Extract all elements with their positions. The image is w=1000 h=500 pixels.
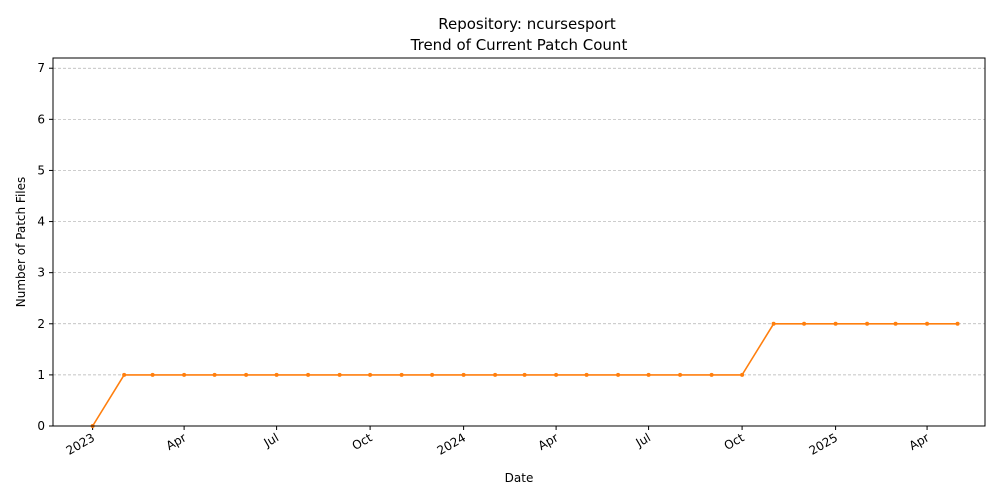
- data-point: [337, 372, 342, 377]
- data-point: [244, 372, 249, 377]
- data-point: [182, 372, 187, 377]
- data-point: [399, 372, 404, 377]
- y-tick-label: 2: [37, 317, 45, 331]
- x-tick-label: 2024: [435, 430, 468, 457]
- data-point: [274, 372, 279, 377]
- data-point: [522, 372, 527, 377]
- data-point: [709, 372, 714, 377]
- data-point: [955, 321, 960, 326]
- series-layer: [90, 321, 960, 428]
- data-point: [493, 372, 498, 377]
- x-tick-label: Oct: [722, 430, 747, 453]
- y-tick-label: 7: [37, 61, 45, 75]
- x-tick-label: Apr: [907, 430, 932, 453]
- x-tick-label: Jul: [261, 430, 281, 450]
- data-point: [122, 372, 127, 377]
- gridlines: [53, 67, 985, 427]
- data-point: [306, 372, 311, 377]
- y-tick-label: 0: [37, 419, 45, 433]
- x-tick-label: 2023: [64, 430, 97, 457]
- data-point: [740, 372, 745, 377]
- data-point: [893, 321, 898, 326]
- chart-title-line1: Repository: ncursesport: [438, 15, 616, 33]
- y-tick-label: 1: [37, 368, 45, 382]
- data-point: [925, 321, 930, 326]
- data-point: [833, 321, 838, 326]
- data-point: [212, 372, 217, 377]
- x-tick-label: Apr: [164, 430, 189, 453]
- x-axis-title: Date: [505, 471, 534, 485]
- chart-title-line2: Trend of Current Patch Count: [410, 36, 628, 54]
- data-point: [584, 372, 589, 377]
- x-tick-label: Jul: [633, 430, 653, 450]
- x-tick-label: 2025: [807, 430, 840, 457]
- data-point: [616, 372, 621, 377]
- data-point: [150, 372, 155, 377]
- y-tick-label: 5: [37, 163, 45, 177]
- y-axis-title: Number of Patch Files: [14, 177, 28, 308]
- data-point: [368, 372, 373, 377]
- axes: 0 1 2 3 4 5 6 7 2023 Apr Jul Oct 2024 Apr Jul Oct 2025 Ap…: [37, 61, 931, 458]
- plot-area-frame: [52, 57, 986, 427]
- data-point: [646, 372, 651, 377]
- data-point: [678, 372, 683, 377]
- y-tick-label: 4: [37, 215, 45, 229]
- data-point: [461, 372, 466, 377]
- x-tick-label: Oct: [350, 430, 375, 453]
- x-tick-label: Apr: [536, 430, 561, 453]
- y-tick-label: 6: [37, 112, 45, 126]
- data-point: [802, 321, 807, 326]
- y-tick-label: 3: [37, 266, 45, 280]
- data-point: [865, 321, 870, 326]
- data-point: [554, 372, 559, 377]
- data-point: [771, 321, 776, 326]
- data-point: [430, 372, 435, 377]
